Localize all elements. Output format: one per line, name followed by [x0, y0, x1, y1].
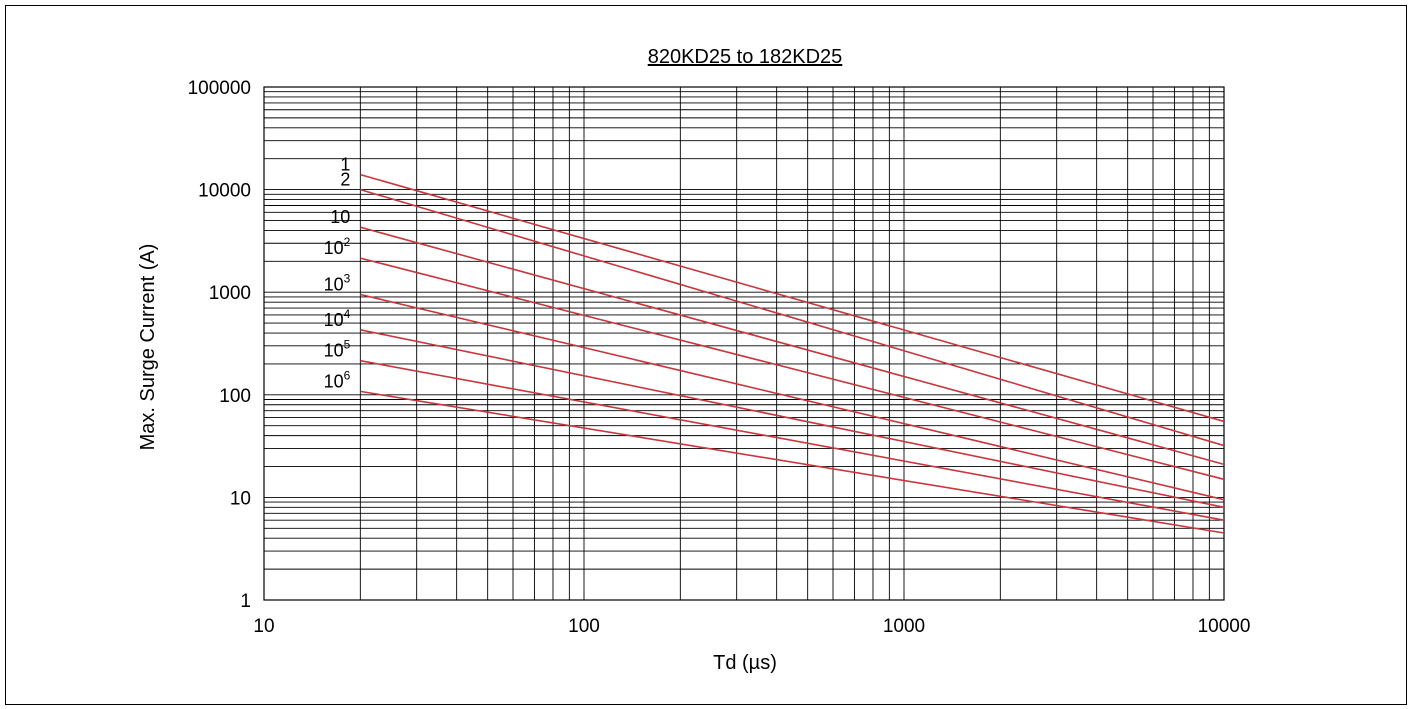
chart-title: 820KD25 to 182KD25 — [648, 46, 843, 68]
series-line — [360, 173, 1225, 423]
x-tick-label: 10 — [253, 616, 274, 637]
series-label: 105 — [324, 338, 351, 361]
chart-frame — [5, 5, 1407, 705]
x-axis-label: Td (µs) — [713, 652, 777, 674]
series-line — [360, 390, 1225, 534]
series-line — [360, 293, 1225, 501]
plot-border — [263, 86, 1225, 601]
series-label: 2 — [340, 170, 350, 190]
y-axis-label: Max. Surge Current (A) — [137, 244, 159, 451]
series-label: 106 — [324, 368, 351, 391]
x-tick-label: 10000 — [1198, 616, 1251, 637]
series-label: 103 — [324, 271, 351, 294]
series-line — [360, 188, 1225, 447]
x-tick-label: 1000 — [883, 616, 925, 637]
y-tick-label: 100000 — [188, 78, 251, 99]
series-line — [360, 359, 1225, 521]
series-lines — [360, 173, 1225, 534]
series-line — [360, 226, 1225, 466]
series-label: 104 — [324, 307, 351, 330]
y-tick-label: 100 — [219, 386, 251, 407]
y-tick-label: 10000 — [198, 181, 251, 202]
series-line — [360, 329, 1225, 509]
series-label: 1 — [340, 155, 350, 175]
y-tick-label: 1 — [240, 591, 251, 612]
y-tick-label: 1000 — [209, 283, 251, 304]
y-tick-label: 10 — [230, 488, 251, 509]
series-label: 102 — [324, 235, 351, 258]
plot-grid — [263, 86, 1225, 601]
series-line — [360, 257, 1225, 481]
series-labels: 12 10 102 103 104 105 106 — [324, 155, 351, 392]
x-tick-label: 100 — [568, 616, 600, 637]
series-label: 10 — [330, 207, 350, 227]
